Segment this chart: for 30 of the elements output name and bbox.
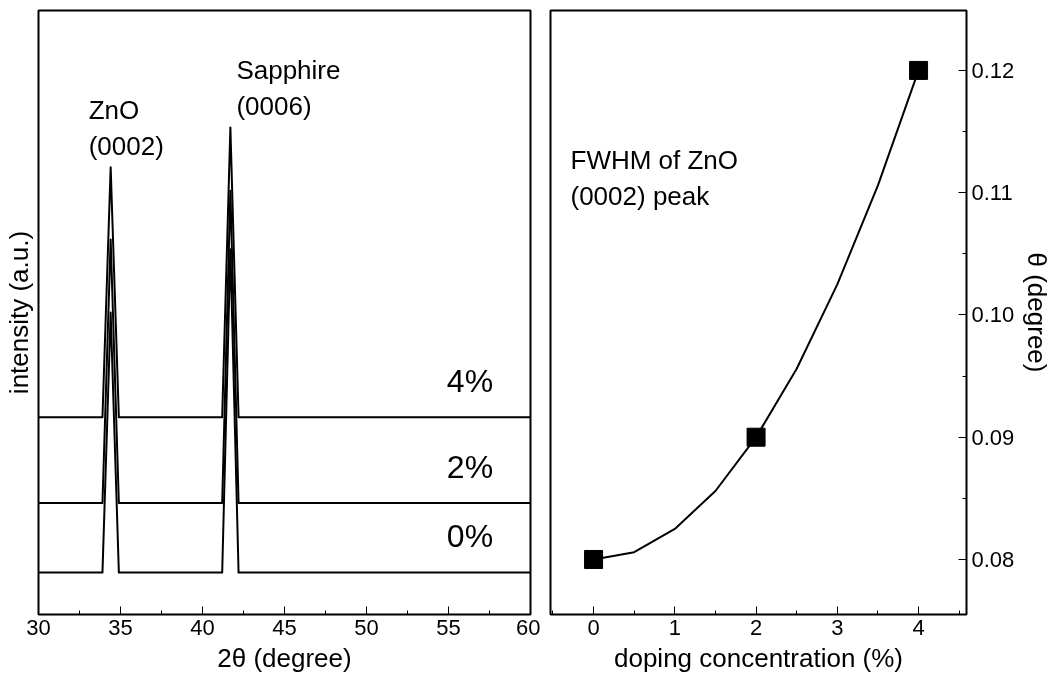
y-tick-label: 0.08 (971, 546, 1015, 572)
x-tick-label: 55 (436, 614, 461, 640)
annotation: FWHM of ZnO (0002) peak (570, 144, 739, 211)
x-tick-label: 4 (912, 614, 925, 640)
x-tick-label: 0 (587, 614, 600, 640)
x-tick-label: 40 (190, 614, 215, 640)
series-label: 0% (446, 518, 494, 555)
series-label: 4% (446, 363, 494, 400)
x-tick-label: 45 (272, 614, 297, 640)
point (909, 60, 929, 80)
y-tick-label: 0.12 (971, 57, 1015, 83)
annotation: ZnO (0002) (88, 95, 164, 162)
x-tick-label: 30 (26, 614, 51, 640)
y-tick-label: 0.10 (971, 302, 1015, 328)
x-tick-label: 2 (749, 614, 763, 640)
y-axis-title: θ (degree) (1022, 252, 1053, 373)
y-tick-label: 0.09 (971, 424, 1015, 450)
x-tick-label: 1 (668, 614, 681, 640)
x-tick-label: 35 (108, 614, 133, 640)
annotation: Sapphire (0006) (236, 55, 341, 122)
y-axis-title: intensity (a.u.) (3, 230, 34, 395)
x-axis-title: doping concentration (%) (613, 642, 904, 673)
x-tick-label: 60 (516, 614, 541, 640)
x-tick-label: 3 (831, 614, 844, 640)
series-label: 2% (446, 448, 494, 485)
x-tick-label: 50 (354, 614, 379, 640)
x-axis-title: 2θ (degree) (217, 642, 352, 673)
y-tick-label: 0.11 (971, 180, 1013, 206)
point (746, 427, 766, 447)
point (584, 549, 604, 569)
